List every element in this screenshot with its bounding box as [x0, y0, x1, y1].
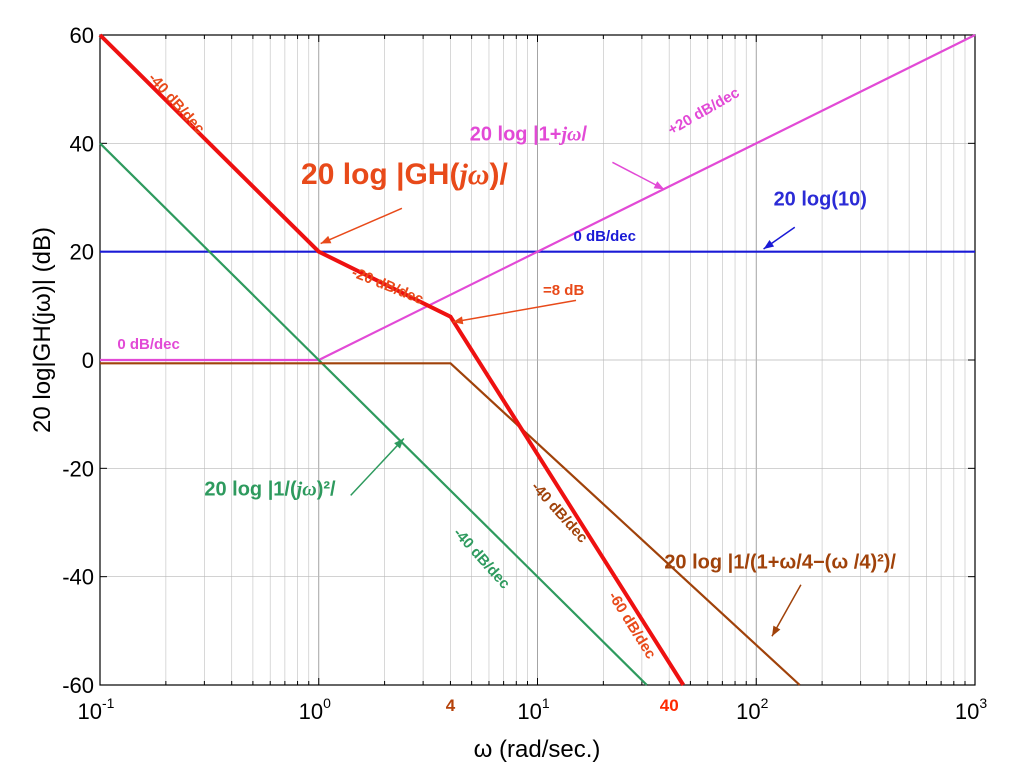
x-tick-exponent: 0 [323, 695, 331, 711]
annotation-text: =8 dB [543, 282, 584, 299]
y-axis-title: 20 log|GH(jω)| (dB) [29, 227, 56, 433]
annotation-label: 0 dB/dec [117, 336, 180, 353]
annotation-text: 20 log |GH( [301, 158, 459, 191]
arrow-head [763, 240, 775, 249]
annotation-label: =8 dB [543, 282, 584, 299]
x-tick-exponent: -1 [102, 695, 115, 711]
x-tick-label: 101 [517, 695, 549, 724]
annotation-text: 20 log(10) [774, 189, 867, 211]
arrow-head [772, 625, 781, 637]
corner-frequency-label: 40 [660, 696, 679, 715]
series-line-int2 [99, 142, 648, 686]
grid [100, 35, 975, 685]
annotation-text: 20 log |1/(1+ω/4−(ω /4)²)/ [664, 552, 896, 574]
y-tick-label: 20 [70, 240, 94, 265]
x-tick-label: 103 [955, 695, 987, 724]
annotation-label: 20 log |GH(jω)/ [301, 158, 508, 191]
annotation-label: 20 log |1/(1+ω/4−(ω /4)²)/ [664, 552, 896, 574]
series-lines [98, 33, 976, 687]
y-tick-label: -40 [62, 565, 94, 590]
annotation-tail: )²/ [317, 478, 336, 500]
x-tick-exponent: 1 [542, 695, 550, 711]
arrow-shaft [452, 299, 577, 323]
x-tick-label: 102 [736, 695, 768, 724]
x-tick-mantissa: 10 [955, 699, 979, 724]
arrow-head [653, 181, 665, 190]
y-tick-labels: 60 40 20 0 -20 -40 -60 [62, 23, 94, 698]
x-tick-mantissa: 10 [78, 699, 102, 724]
y-tick-label: 60 [70, 23, 94, 48]
arrow-shaft [350, 438, 405, 496]
y-tick-label: -60 [62, 673, 94, 698]
y-tick-label: -20 [62, 456, 94, 481]
arrow-shaft [320, 207, 403, 245]
series-line-total [98, 33, 685, 687]
annotation-italic: jω [294, 478, 317, 500]
corner-frequency-label: 4 [446, 696, 456, 715]
x-tick-mantissa: 10 [517, 699, 541, 724]
annotation-italic: jω [558, 124, 581, 146]
y-tick-label: 0 [82, 348, 94, 373]
annotation-label: 0 dB/dec [573, 228, 636, 245]
annotation-label: 20 log(10) [774, 189, 867, 211]
y-tick-label: 40 [70, 131, 94, 156]
annotation-label: 20 log |1+jω/ [470, 124, 588, 146]
extra-x-labels: 4 40 [446, 696, 679, 715]
x-tick-label: 100 [299, 695, 331, 724]
x-tick-exponent: 2 [761, 695, 769, 711]
annotation-text: 20 log |1/( [204, 478, 297, 500]
annotation-text: 0 dB/dec [573, 228, 636, 245]
x-axis-title: ω (rad/sec.) [474, 736, 601, 763]
annotation-text: 20 log |1+ [470, 124, 562, 146]
annotation-tail: )/ [490, 158, 509, 191]
annotation-italic: jω [455, 158, 489, 191]
x-tick-labels: 10-1 100 101 102 103 [78, 695, 988, 724]
annotation-arrows [320, 161, 802, 637]
annotation-label: 20 log |1/(jω)²/ [204, 478, 336, 500]
arrow-head [452, 316, 464, 325]
annotation-text: 0 dB/dec [117, 336, 180, 353]
arrow-head [320, 235, 332, 244]
annotation-tail: / [582, 124, 588, 146]
arrow-head [394, 438, 404, 449]
x-tick-mantissa: 10 [736, 699, 760, 724]
x-tick-label: 10-1 [78, 695, 115, 724]
x-tick-exponent: 3 [979, 695, 987, 711]
series-line-quad [100, 362, 801, 686]
x-tick-mantissa: 10 [299, 699, 323, 724]
